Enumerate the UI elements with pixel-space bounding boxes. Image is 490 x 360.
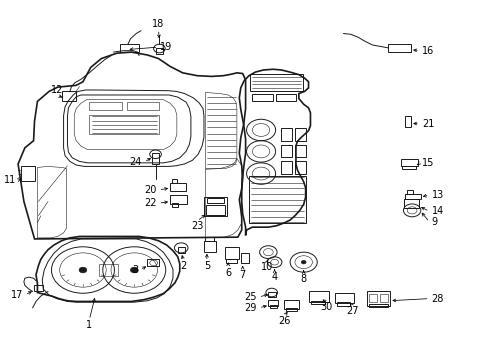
Text: 10: 10 bbox=[261, 262, 273, 272]
Bar bbox=[368, 294, 377, 302]
Text: 5: 5 bbox=[204, 261, 210, 271]
Text: 24: 24 bbox=[130, 157, 142, 167]
Bar bbox=[404, 199, 419, 208]
Bar bbox=[270, 305, 276, 308]
Bar bbox=[312, 301, 325, 304]
Circle shape bbox=[301, 260, 306, 264]
Bar bbox=[388, 44, 411, 52]
Bar bbox=[172, 179, 177, 183]
Bar bbox=[405, 116, 411, 127]
Bar bbox=[225, 247, 239, 259]
Bar bbox=[126, 103, 159, 111]
Bar bbox=[337, 302, 350, 306]
Bar bbox=[281, 161, 292, 174]
Text: 19: 19 bbox=[160, 42, 172, 52]
Bar bbox=[286, 308, 297, 311]
Bar bbox=[207, 198, 224, 203]
Bar bbox=[156, 48, 163, 54]
Text: 23: 23 bbox=[191, 221, 203, 231]
Bar bbox=[152, 153, 159, 164]
Text: 15: 15 bbox=[422, 158, 434, 168]
Text: 11: 11 bbox=[4, 175, 16, 185]
Bar bbox=[170, 195, 187, 204]
Text: 3: 3 bbox=[132, 265, 138, 275]
Bar bbox=[147, 258, 159, 266]
Text: 2: 2 bbox=[180, 261, 187, 271]
Bar bbox=[34, 285, 43, 292]
Circle shape bbox=[79, 267, 87, 273]
Bar bbox=[335, 293, 354, 303]
Bar bbox=[170, 183, 186, 191]
Bar bbox=[269, 292, 275, 297]
Bar bbox=[367, 291, 390, 306]
Bar bbox=[120, 44, 139, 52]
Bar bbox=[407, 190, 413, 194]
Bar bbox=[249, 176, 306, 223]
Text: 16: 16 bbox=[422, 46, 434, 56]
Text: 6: 6 bbox=[225, 267, 231, 278]
Text: 25: 25 bbox=[244, 292, 257, 302]
Bar bbox=[205, 237, 214, 242]
Text: 13: 13 bbox=[432, 190, 444, 200]
Bar bbox=[281, 128, 292, 141]
Bar bbox=[89, 103, 122, 111]
Text: 12: 12 bbox=[50, 85, 63, 95]
Bar bbox=[226, 258, 237, 263]
Bar bbox=[204, 197, 227, 216]
Bar bbox=[402, 166, 416, 169]
Bar bbox=[62, 91, 76, 102]
Text: 1: 1 bbox=[86, 320, 92, 330]
Text: 14: 14 bbox=[432, 206, 444, 216]
Bar bbox=[204, 242, 216, 252]
Bar bbox=[401, 158, 418, 166]
Bar bbox=[206, 205, 225, 215]
Text: 26: 26 bbox=[278, 316, 291, 327]
Bar bbox=[284, 300, 299, 309]
Bar bbox=[281, 145, 292, 157]
Bar bbox=[89, 114, 159, 134]
Text: 21: 21 bbox=[422, 118, 434, 129]
Bar bbox=[295, 128, 306, 141]
Bar bbox=[252, 94, 273, 101]
Bar bbox=[172, 203, 178, 207]
Text: 4: 4 bbox=[271, 272, 278, 282]
Text: 30: 30 bbox=[320, 302, 333, 312]
Bar bbox=[178, 247, 185, 253]
Bar bbox=[250, 74, 303, 91]
Bar bbox=[22, 166, 35, 181]
Text: 18: 18 bbox=[152, 19, 165, 29]
Text: 9: 9 bbox=[432, 217, 438, 227]
Text: 17: 17 bbox=[11, 290, 23, 300]
Bar bbox=[269, 300, 278, 306]
Bar bbox=[380, 294, 389, 302]
Bar bbox=[241, 253, 249, 263]
Bar bbox=[295, 145, 306, 157]
Text: 7: 7 bbox=[240, 270, 246, 280]
Bar bbox=[275, 94, 296, 101]
Bar bbox=[368, 304, 388, 307]
Bar bbox=[405, 194, 421, 199]
Bar bbox=[99, 264, 118, 276]
Text: 28: 28 bbox=[432, 294, 444, 303]
Text: 8: 8 bbox=[301, 274, 307, 284]
Text: 22: 22 bbox=[144, 198, 156, 208]
Text: 27: 27 bbox=[346, 306, 358, 316]
Text: 29: 29 bbox=[245, 303, 257, 313]
Bar bbox=[310, 292, 329, 302]
Text: 20: 20 bbox=[144, 185, 156, 195]
Bar bbox=[295, 161, 306, 174]
Circle shape bbox=[130, 267, 138, 273]
